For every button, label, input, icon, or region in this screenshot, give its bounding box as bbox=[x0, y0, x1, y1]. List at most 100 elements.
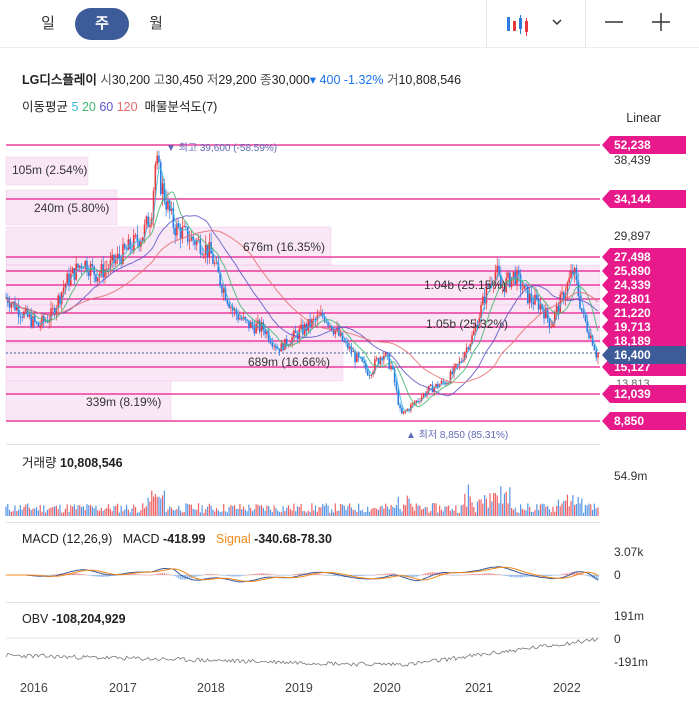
macd-histogram-bar bbox=[368, 575, 371, 576]
volume-bar bbox=[32, 508, 34, 516]
macd-histogram-bar bbox=[147, 574, 149, 576]
candle-body bbox=[152, 190, 155, 219]
candle-body bbox=[467, 347, 470, 350]
candle-body bbox=[516, 270, 518, 285]
volume-bar bbox=[104, 509, 106, 516]
price-tag: 34,144 bbox=[602, 190, 686, 208]
candle-body bbox=[305, 324, 308, 331]
volume-bar bbox=[41, 511, 43, 516]
macd-histogram-bar bbox=[145, 574, 147, 576]
candle-body bbox=[464, 352, 466, 360]
candle-body bbox=[579, 295, 581, 309]
tab-week[interactable]: 주 bbox=[75, 8, 129, 40]
zoom-out-button[interactable] bbox=[604, 6, 624, 42]
volume-bar bbox=[505, 491, 507, 516]
candle-body bbox=[582, 311, 585, 313]
obv-axis-top: 191m bbox=[614, 609, 645, 623]
candle-body bbox=[19, 316, 22, 318]
macd-histogram-bar bbox=[370, 575, 372, 576]
candle-body bbox=[23, 311, 25, 318]
volume-bar bbox=[482, 503, 484, 516]
candle-body bbox=[570, 271, 572, 278]
volume-bar bbox=[196, 509, 198, 516]
zoom-in-button[interactable] bbox=[651, 6, 671, 42]
volume-bar bbox=[289, 508, 291, 516]
macd-histogram-bar bbox=[496, 574, 498, 575]
candle-body bbox=[213, 262, 216, 264]
macd-histogram-bar bbox=[262, 573, 264, 575]
tab-day[interactable]: 일 bbox=[41, 15, 55, 32]
candle-body bbox=[188, 240, 191, 242]
macd-histogram-bar bbox=[503, 575, 506, 576]
macd-histogram-bar bbox=[196, 575, 198, 577]
candle-body bbox=[163, 183, 166, 201]
price-chart[interactable] bbox=[0, 135, 600, 435]
volume-bar bbox=[550, 512, 552, 516]
volume-profile-label[interactable]: 매물분석도(7) bbox=[144, 100, 218, 114]
volume-bar bbox=[152, 496, 155, 516]
macd-histogram-bar bbox=[201, 574, 203, 576]
macd-histogram-bar bbox=[86, 574, 88, 576]
high-marker: ▼ 최고 39,600 (-58.59%) bbox=[166, 143, 278, 154]
candle-body bbox=[586, 320, 589, 332]
volume-profile-bar bbox=[5, 189, 118, 226]
candle-body bbox=[397, 390, 400, 405]
macd-histogram-bar bbox=[336, 575, 338, 577]
candle-body bbox=[433, 387, 436, 393]
volume-bar bbox=[597, 507, 599, 516]
volume-bar bbox=[451, 508, 453, 516]
macd-histogram-bar bbox=[525, 575, 527, 577]
scale-mode-toggle[interactable]: Linear bbox=[626, 111, 661, 125]
volume-bar bbox=[124, 509, 126, 516]
volume-bar bbox=[174, 510, 176, 516]
ma-label[interactable]: 이동평균 bbox=[22, 100, 69, 114]
candle-body bbox=[321, 312, 324, 317]
volume-bar bbox=[248, 504, 250, 516]
macd-histogram-bar bbox=[408, 575, 410, 578]
macd-histogram-bar bbox=[325, 575, 327, 576]
candle-body bbox=[131, 248, 133, 251]
volume-bar bbox=[379, 506, 381, 516]
candle-body bbox=[59, 295, 61, 304]
volume-bar bbox=[543, 503, 545, 516]
macd-histogram-bar bbox=[136, 574, 138, 575]
candle-body bbox=[314, 318, 317, 320]
macd-chart[interactable] bbox=[0, 550, 600, 600]
macd-hist-value: -78.30 bbox=[296, 532, 332, 546]
candle-body bbox=[186, 226, 189, 242]
volume-bar bbox=[127, 509, 129, 516]
candle-body bbox=[122, 244, 124, 265]
macd-histogram-bar bbox=[197, 575, 200, 577]
volume-bar bbox=[44, 512, 47, 516]
candle-body bbox=[53, 308, 56, 316]
candle-body bbox=[312, 318, 315, 320]
volume-chart[interactable] bbox=[0, 476, 600, 516]
macd-histogram-bar bbox=[179, 575, 182, 580]
candle-body bbox=[217, 262, 220, 273]
tab-month[interactable]: 월 bbox=[149, 15, 163, 32]
macd-histogram-bar bbox=[143, 574, 146, 576]
volume-bar bbox=[134, 507, 137, 516]
candle-body bbox=[203, 254, 205, 256]
volume-bar bbox=[484, 495, 486, 516]
volume-bar bbox=[89, 504, 92, 516]
macd-value: -418.99 bbox=[163, 532, 206, 546]
candle-body bbox=[593, 345, 596, 351]
volume-bar bbox=[259, 505, 261, 516]
candle-body bbox=[345, 341, 347, 343]
candle-body bbox=[352, 351, 355, 353]
candle-body bbox=[206, 244, 209, 257]
macd-histogram-bar bbox=[55, 574, 57, 575]
chart-type-button[interactable] bbox=[500, 10, 570, 38]
candle-body bbox=[197, 239, 200, 241]
macd-histogram-bar bbox=[165, 573, 167, 575]
macd-histogram-bar bbox=[322, 574, 324, 576]
obv-chart[interactable] bbox=[0, 625, 600, 675]
volume-bar bbox=[534, 509, 536, 516]
candle-body bbox=[190, 236, 193, 241]
macd-histogram-bar bbox=[84, 574, 86, 575]
volume-bar bbox=[23, 506, 25, 516]
volume-bar bbox=[298, 507, 300, 516]
candle-body bbox=[158, 155, 160, 163]
macd-histogram-bar bbox=[133, 574, 135, 575]
